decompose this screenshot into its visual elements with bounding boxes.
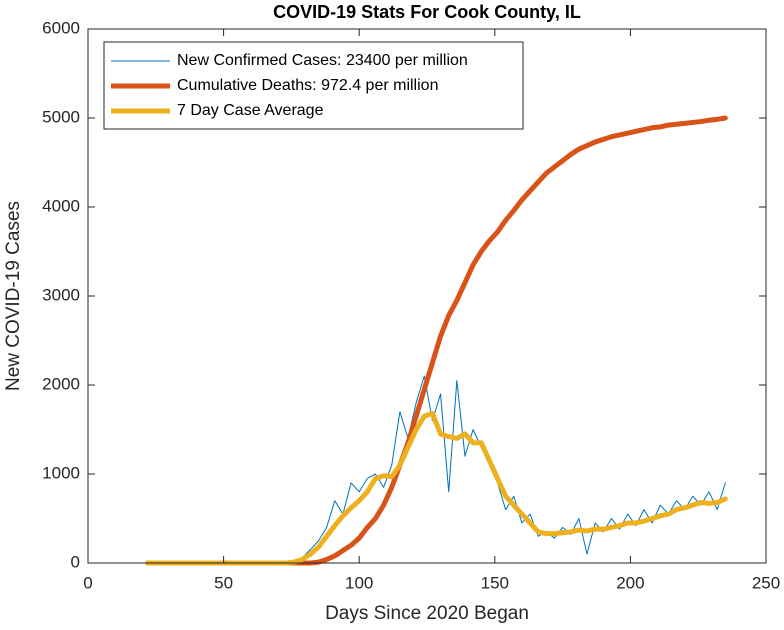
x-tick-label: 250 — [752, 573, 780, 592]
x-tick-label: 200 — [616, 573, 644, 592]
x-tick-label: 50 — [214, 573, 233, 592]
y-tick-label: 1000 — [42, 463, 80, 482]
y-tick-label: 3000 — [42, 285, 80, 304]
x-tick-label: 100 — [345, 573, 373, 592]
legend-label: Cumulative Deaths: 972.4 per million — [177, 77, 438, 94]
y-tick-label: 4000 — [42, 196, 80, 215]
y-tick-label: 2000 — [42, 374, 80, 393]
legend-box — [103, 41, 524, 130]
legend: New Confirmed Cases: 23400 per million Cu… — [103, 41, 524, 130]
y-axis-label: New COVID-19 Cases — [3, 201, 24, 391]
x-axis-label: Days Since 2020 Began — [325, 603, 529, 624]
x-tick-label: 150 — [481, 573, 509, 592]
x-tick-label: 0 — [83, 573, 92, 592]
chart-title: COVID-19 Stats For Cook County, IL — [273, 2, 581, 22]
y-tick-label: 0 — [71, 552, 80, 571]
legend-label: New Confirmed Cases: 23400 per million — [177, 52, 468, 69]
legend-label: 7 Day Case Average — [177, 102, 324, 119]
y-tick-label: 6000 — [42, 18, 80, 37]
y-tick-label: 5000 — [42, 107, 80, 126]
